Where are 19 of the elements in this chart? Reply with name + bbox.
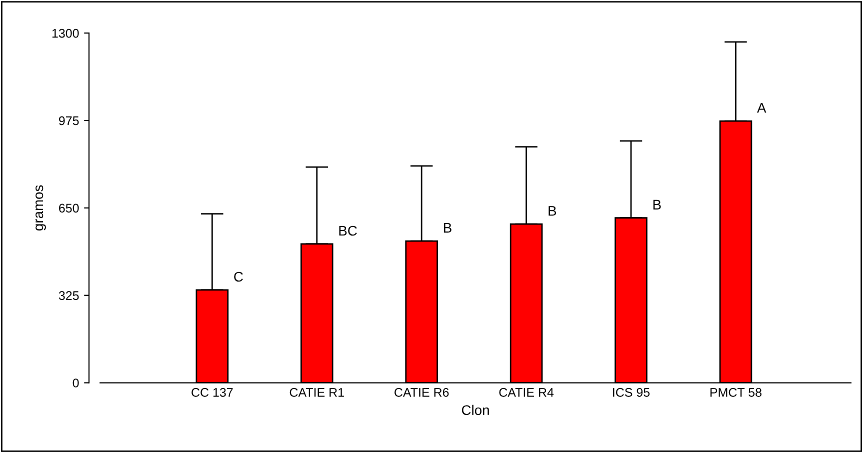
annotation: BC: [339, 226, 357, 236]
y-tick-label: 1300: [52, 28, 79, 38]
annotation: A: [757, 103, 766, 113]
x-tick-label: CC 137: [192, 388, 233, 397]
x-tick-label: ICS 95: [613, 388, 650, 397]
annotation: B: [653, 200, 661, 210]
y-tick-label: 975: [59, 116, 79, 126]
y-tick-label: 325: [58, 291, 79, 300]
y-axis-title: gramos: [36, 185, 46, 230]
annotation: B: [548, 206, 556, 216]
x-tick-label: CATIE R6: [394, 388, 449, 397]
annotation: B: [444, 223, 452, 233]
y-tick-label: 650: [59, 204, 79, 213]
x-tick-label: PMCT 58: [710, 388, 762, 397]
x-tick-label: CATIE R4: [499, 388, 554, 397]
x-tick-label: CATIE R1: [290, 388, 344, 397]
annotation: C: [234, 272, 243, 282]
y-tick-label: 0: [72, 378, 79, 388]
x-axis-title: Clon: [462, 404, 489, 416]
